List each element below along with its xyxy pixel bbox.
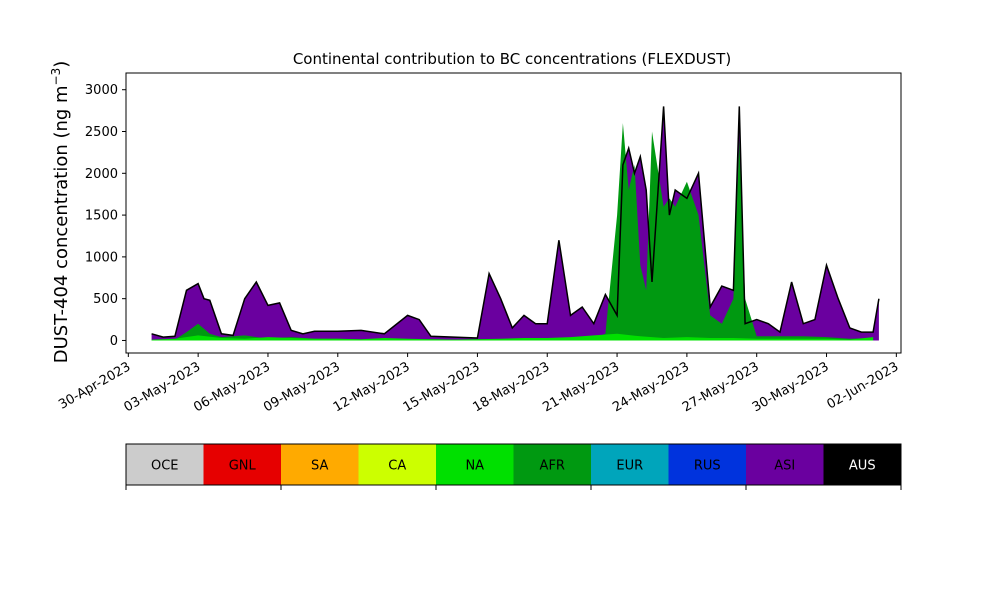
chart-title: Continental contribution to BC concentra…	[293, 50, 731, 68]
y-tick-label: 500	[93, 292, 118, 307]
y-axis-label: DUST-404 concentration (ng m−3)	[49, 61, 72, 364]
legend-frame	[125, 443, 902, 486]
y-tick-label: 3000	[85, 83, 118, 98]
x-tick-label: 27-May-2023	[680, 359, 762, 415]
x-tick-label: 09-May-2023	[261, 359, 343, 415]
series-area-na	[151, 333, 874, 341]
y-tick-label: 0	[110, 334, 118, 349]
x-tick-label: 15-May-2023	[401, 359, 483, 415]
legend-swatch-aus	[823, 444, 902, 485]
x-tick-label: 02-Jun-2023	[825, 359, 902, 412]
x-axis: 30-Apr-202303-May-202306-May-202309-May-…	[56, 353, 901, 415]
legend-label-rus: RUS	[694, 459, 721, 474]
y-tick-label: 2500	[85, 125, 118, 140]
legend-label-afr: AFR	[540, 459, 565, 474]
x-tick-label: 03-May-2023	[121, 359, 203, 415]
y-tick-label: 1500	[85, 209, 118, 224]
legend-label-aus: AUS	[849, 459, 876, 474]
legend-swatch-rus	[668, 444, 747, 485]
legend-swatch-afr	[513, 444, 592, 485]
legend-swatch-sa	[281, 444, 359, 485]
x-tick-label: 06-May-2023	[191, 359, 273, 415]
x-tick-label: 12-May-2023	[331, 359, 413, 415]
y-axis: 0 500 1000 1500 2000 2500 3000	[85, 83, 126, 349]
plot-frame	[125, 72, 902, 354]
legend-label-asi: ASI	[774, 459, 795, 474]
x-tick-label: 18-May-2023	[471, 359, 553, 415]
legend: OCE GNL SA CA NA AFR EUR RUS ASI AUS	[125, 443, 902, 490]
x-tick-label: 21-May-2023	[540, 359, 622, 415]
legend-label-ca: CA	[388, 459, 406, 474]
legend-swatch-na	[436, 444, 514, 485]
legend-swatch-gnl	[203, 444, 282, 485]
y-tick-label: 2000	[85, 167, 118, 182]
series-layer	[151, 106, 880, 341]
legend-label-sa: SA	[311, 459, 328, 474]
legend-label-gnl: GNL	[229, 459, 257, 474]
total-outline	[151, 106, 880, 339]
legend-label-oce: OCE	[151, 459, 179, 474]
legend-swatch-eur	[591, 444, 669, 485]
legend-swatch-oce	[126, 444, 204, 485]
x-tick-label: 24-May-2023	[610, 359, 692, 415]
plot-area	[125, 72, 902, 354]
x-tick-label: 30-May-2023	[750, 359, 832, 415]
legend-label-na: NA	[465, 459, 484, 474]
legend-cells: OCE GNL SA CA NA AFR EUR RUS ASI AUS	[126, 444, 902, 485]
legend-label-eur: EUR	[616, 459, 643, 474]
legend-swatch-ca	[358, 444, 437, 485]
legend-swatch-asi	[746, 444, 824, 485]
y-tick-label: 1000	[85, 250, 118, 265]
series-area-afr	[151, 123, 874, 341]
legend-ticks	[125, 485, 902, 490]
